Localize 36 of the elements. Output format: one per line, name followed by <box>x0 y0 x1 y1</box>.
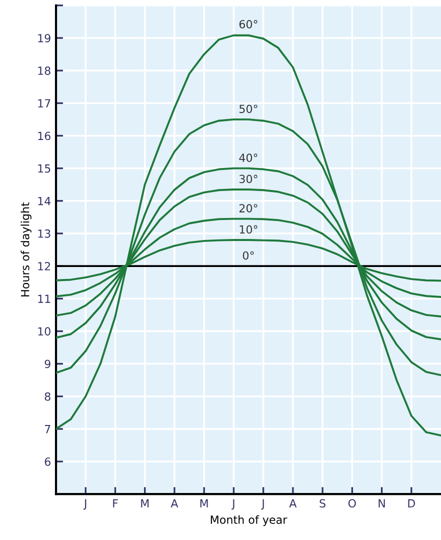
line-series <box>56 34 441 436</box>
x-tick-label: A <box>289 499 297 508</box>
x-axis-title: Month of year <box>210 515 288 526</box>
x-tick-label: D <box>408 499 416 508</box>
annotation: 0° <box>242 251 254 260</box>
annotation: 10° <box>240 225 258 234</box>
x-tick-label: N <box>378 499 385 508</box>
y-tick-label: 9 <box>44 360 50 368</box>
y-tick-label: 18 <box>38 66 50 75</box>
y-tick-label: 6 <box>44 457 50 466</box>
y-axis-title: Hours of daylight <box>20 202 32 296</box>
x-tick-label: M <box>141 499 149 508</box>
x-tick-label: S <box>320 499 326 508</box>
y-tick-label: 12 <box>38 262 50 270</box>
annotation: 50° <box>240 104 258 114</box>
x-tick-label: J <box>231 499 234 510</box>
y-tick-label: 17 <box>38 99 50 108</box>
y-tick-label: 14 <box>38 197 51 206</box>
annotation: 30° <box>240 174 258 184</box>
y-tick-label: 15 <box>38 164 50 173</box>
x-tick-label: A <box>170 499 178 508</box>
x-tick-label: J <box>261 499 264 510</box>
y-tick-label: 19 <box>38 34 50 42</box>
annotation: 20° <box>239 204 258 212</box>
y-tick-label: 16 <box>38 132 50 140</box>
x-tick-label: F <box>113 499 118 508</box>
annotation: 60° <box>239 20 258 28</box>
x-tick-label: M <box>200 499 208 508</box>
y-tick-label: 10 <box>38 327 50 336</box>
y-tick-label: 8 <box>44 392 50 401</box>
y-tick-label: 13 <box>38 229 50 238</box>
y-tick-label: 11 <box>38 294 50 303</box>
x-tick-label: O <box>348 499 356 508</box>
y-tick-label: 7 <box>44 425 50 434</box>
x-tick-label: J <box>83 499 86 510</box>
annotation: 40° <box>239 154 258 162</box>
